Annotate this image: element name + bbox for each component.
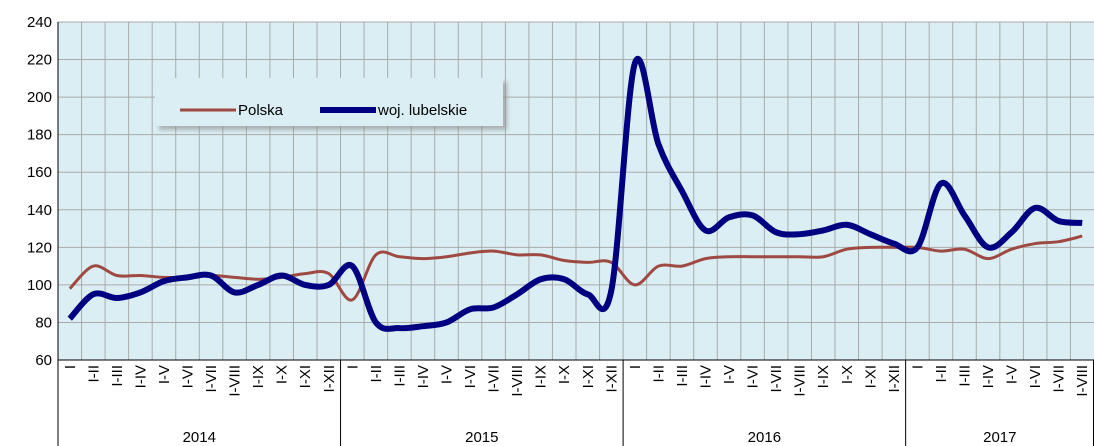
x-tick-label: I-IV [698,365,715,388]
year-label: 2016 [748,429,781,446]
x-tick-label: I-XII [886,365,903,393]
y-tick-label: 60 [35,352,52,369]
y-tick-label: 120 [27,239,52,256]
x-tick-label: I-II [368,365,385,383]
x-tick-label: I-XI [580,365,597,388]
x-tick-label: I-VIII [1074,365,1091,397]
x-tick-label: I-VIII [792,365,809,397]
x-tick-label: I-IV [132,365,149,388]
x-tick-label: I-X [839,365,856,384]
x-tick-label: I-V [156,365,173,384]
x-tick-label: I [62,365,79,369]
x-tick-label: I-XI [297,365,314,388]
x-tick-label: I-X [274,365,291,384]
y-tick-label: 140 [27,202,52,219]
x-tick-label: I-IX [533,365,550,388]
x-tick-label: I-III [109,365,126,387]
x-tick-label: I-II [650,365,667,383]
x-tick-label: I-V [439,365,456,384]
x-tick-label: I-IX [250,365,267,388]
x-tick-label: I-V [721,365,738,384]
y-tick-label: 160 [27,164,52,181]
x-tick-label: I-II [85,365,102,383]
x-tick-label: I-XII [603,365,620,393]
y-tick-label: 80 [35,314,52,331]
x-tick-label: I-VIII [227,365,244,397]
year-label: 2014 [183,429,216,446]
x-tick-label: I-VII [1051,365,1068,393]
x-tick-label: I [344,365,361,369]
y-tick-label: 200 [27,89,52,106]
y-tick-label: 180 [27,127,52,144]
x-tick-label: I-XII [321,365,338,393]
x-tick-label: I-III [674,365,691,387]
y-tick-label: 100 [27,277,52,294]
y-tick-label: 240 [27,14,52,31]
x-tick-label: I-VII [768,365,785,393]
x-tick-label: I-VII [203,365,220,393]
x-tick-label: I-III [391,365,408,387]
x-tick-label: I-XI [862,365,879,388]
x-tick-label: I-II [933,365,950,383]
legend-label: woj. lubelskie [377,102,467,119]
year-label: 2015 [465,429,498,446]
x-tick-label: I-X [556,365,573,384]
legend [155,78,503,126]
x-tick-label: I-IV [415,365,432,388]
x-tick-label: I-VI [1027,365,1044,388]
x-tick-label: I-VI [745,365,762,388]
y-tick-label: 220 [27,52,52,69]
x-tick-label: I-VI [180,365,197,388]
x-tick-label: I-III [957,365,974,387]
x-tick-label: I [627,365,644,369]
x-tick-label: I-VI [462,365,479,388]
x-tick-label: I-V [1004,365,1021,384]
x-tick-label: I-VII [486,365,503,393]
legend-label: Polska [238,102,284,119]
x-tick-label: I [909,365,926,369]
year-label: 2017 [983,429,1016,446]
x-tick-label: I-VIII [509,365,526,397]
x-tick-label: I-IV [980,365,997,388]
x-tick-label: I-IX [815,365,832,388]
series-line [67,56,1083,332]
